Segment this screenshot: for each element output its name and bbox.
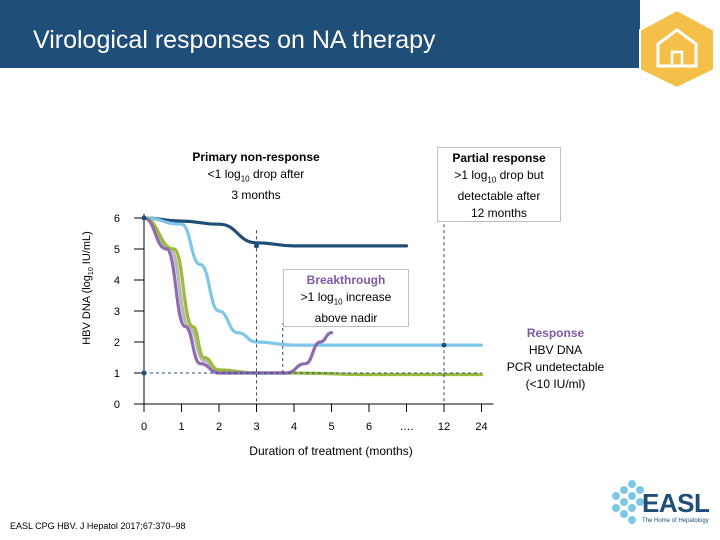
- annotation-title: Breakthrough: [306, 273, 386, 287]
- marker-undetectable: [141, 370, 147, 376]
- title-bar: Virological responses on NA therapy: [0, 0, 640, 68]
- x-tick-label: 4: [291, 421, 297, 433]
- annotation-title: Response: [526, 326, 585, 340]
- annotation-partial-response: Partial response >1 log10 drop but detec…: [437, 147, 561, 222]
- y-tick-label: 0: [114, 399, 120, 411]
- x-tick-label: 2: [216, 421, 222, 433]
- home-button[interactable]: [636, 8, 718, 90]
- chart-markers: [141, 215, 482, 404]
- y-tick-label: 5: [114, 244, 120, 256]
- series-line-primary-non-response: [142, 216, 409, 248]
- y-tick-label: 4: [114, 275, 120, 287]
- x-tick-label: 3: [253, 421, 259, 433]
- series-line-response: [142, 216, 484, 377]
- easl-logo[interactable]: EASL The Home of Hepatology: [600, 472, 715, 532]
- annotation-line: (<10 IU/ml): [525, 377, 586, 391]
- slide-title: Virological responses on NA therapy: [33, 26, 436, 54]
- annotation-line: detectable after: [457, 189, 541, 204]
- logo-name: EASL: [642, 488, 710, 518]
- x-tick-label: 1: [178, 421, 184, 433]
- x-tick-label: 0: [141, 421, 147, 433]
- home-button-hexagon: [639, 8, 715, 90]
- annotation-line: above nadir: [314, 311, 378, 326]
- home-icon-door: [670, 50, 684, 68]
- series-line-partial-response: [142, 216, 484, 347]
- annotation-line: <1 log10 drop after: [207, 167, 305, 184]
- marker-3-months: [254, 243, 259, 249]
- x-tick-label: 12: [438, 421, 450, 433]
- x-axis-label: Duration of treatment (months): [249, 444, 412, 458]
- marker-12-months: [441, 342, 447, 348]
- y-axis-label: HBV DNA (log10 IU/mL): [81, 231, 95, 345]
- y-tick-label: 2: [114, 337, 120, 349]
- annotation-line: >1 log10 increase: [300, 290, 392, 307]
- annotation-title: Partial response: [452, 151, 546, 165]
- annotation-line: 12 months: [470, 206, 528, 221]
- logo-tagline: The Home of Hepatology: [642, 518, 709, 524]
- easl-logo-dots: [612, 480, 644, 524]
- x-tick-label: ….: [399, 421, 413, 433]
- annotation-line: 3 months: [231, 188, 281, 203]
- annotation-title: Primary non-response: [192, 150, 320, 164]
- citation: EASL CPG HBV. J Hepatol 2017;67:370–98: [10, 521, 186, 531]
- y-tick-label: 6: [114, 213, 120, 225]
- x-tick-label: 6: [366, 421, 372, 433]
- annotation-breakthrough: Breakthrough >1 log10 increase above nad…: [283, 269, 409, 327]
- x-tick-label: 24: [475, 421, 487, 433]
- y-tick-label: 1: [114, 368, 120, 380]
- annotation-primary-non-response: Primary non-response <1 log10 drop after…: [170, 149, 342, 205]
- annotation-line: >1 log10 drop but: [454, 168, 544, 185]
- annotation-response: Response HBV DNA PCR undetectable (<10 I…: [499, 322, 612, 396]
- chart-series: [142, 216, 484, 377]
- annotation-line: PCR undetectable: [506, 360, 605, 374]
- annotation-line: HBV DNA: [528, 343, 583, 357]
- series-line-complete-decline: [142, 216, 296, 375]
- marker-baseline: [141, 215, 147, 221]
- x-tick-label: 5: [328, 421, 334, 433]
- y-tick-label: 3: [114, 306, 120, 318]
